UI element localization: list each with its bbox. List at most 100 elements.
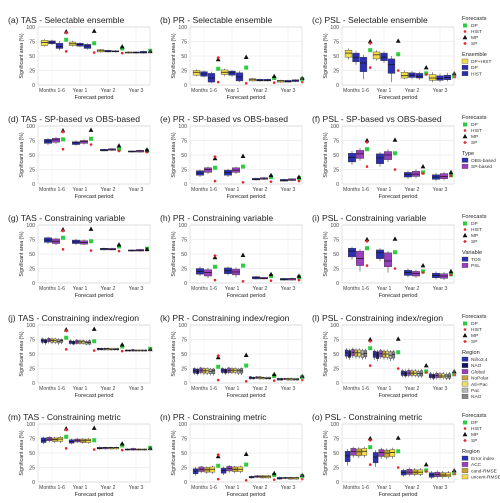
x-tick-label: Year 1 <box>377 485 392 491</box>
x-tick-label: Year 1 <box>377 187 392 193</box>
marker-dp <box>216 364 221 369</box>
marker-dp <box>117 147 121 152</box>
legend-swatch <box>461 369 469 374</box>
legend-label: DP <box>471 321 478 327</box>
legend-marker-hist <box>463 328 467 331</box>
box-DP+HIST <box>400 72 409 79</box>
legend-title: Forecasts <box>462 115 487 121</box>
marker-hist <box>61 147 65 151</box>
x-tick-label: Year 1 <box>377 386 392 392</box>
y-tick-label: 100 <box>26 223 35 229</box>
y-tick-label: 50 <box>181 153 187 159</box>
y-tick-label: 50 <box>333 252 339 258</box>
marker-hist <box>117 249 121 253</box>
panel-o: (o) PSL - Constraining metric 0 25 50 75 100 M… <box>312 412 457 498</box>
marker-sp <box>64 31 68 35</box>
x-tick-label: Year 1 <box>225 187 240 193</box>
x-tick-label: Year 3 <box>129 485 144 491</box>
y-tick-label: 25 <box>181 69 187 75</box>
marker-sp <box>61 130 65 134</box>
legend-marker-dp <box>463 420 467 425</box>
marker-hist <box>396 367 400 370</box>
y-tick-label: 75 <box>29 139 35 145</box>
marker-sp <box>368 339 372 344</box>
marker-mp <box>420 263 426 268</box>
marker-mp <box>240 252 246 257</box>
marker-hist <box>216 378 220 382</box>
y-tick-label: 25 <box>333 367 339 373</box>
y-tick-label: 100 <box>330 25 339 31</box>
marker-hist <box>449 273 453 277</box>
x-axis-label: Forecast period <box>75 492 114 498</box>
marker-mp <box>364 236 370 242</box>
y-axis-label: Significant area (%) <box>171 331 177 377</box>
marker-mp <box>116 242 122 247</box>
legend-label: DP <box>471 221 478 227</box>
marker-hist <box>396 466 400 469</box>
marker-mp <box>271 371 277 377</box>
y-tick-label: 0 <box>32 480 35 486</box>
panel-b: (b) PR - Selectable ensemble 0 25 50 75 100 Mo… <box>160 15 305 101</box>
marker-hist <box>89 249 93 252</box>
x-axis-label: Forecast period <box>75 194 114 200</box>
y-axis-label: Significant area (%) <box>323 33 329 79</box>
marker-hist <box>64 348 68 351</box>
panel-title: (d) TAS - SP-based vs OBS-based <box>8 114 140 124</box>
x-tick-label: Year 3 <box>281 286 296 292</box>
marker-mp <box>392 137 398 142</box>
legend-marker-sp <box>463 41 467 46</box>
legend-label: DP+HIST <box>471 59 491 65</box>
panel-title: (h) PR - Constraining variable <box>160 213 273 223</box>
y-tick-label: 100 <box>330 422 339 428</box>
marker-sp <box>216 55 220 60</box>
legend-label: TOS <box>471 257 481 263</box>
y-tick-label: 75 <box>181 238 187 244</box>
panel-title: (i) PSL - Constraining variable <box>312 213 427 223</box>
y-tick-label: 50 <box>29 54 35 60</box>
x-tick-label: Year 2 <box>405 88 420 94</box>
box-DP+HIST <box>428 74 437 81</box>
plot-frame <box>37 224 151 284</box>
legend-swatch <box>461 468 469 473</box>
marker-mp <box>271 470 277 476</box>
y-axis-label: Significant area (%) <box>19 331 25 377</box>
box-Error index <box>344 451 351 462</box>
legend-label: HIST <box>471 227 482 233</box>
y-tick-label: 100 <box>330 323 339 329</box>
x-axis-label: Forecast period <box>379 95 418 101</box>
x-tick-label: Year 2 <box>405 187 420 193</box>
y-tick-label: 0 <box>336 381 339 387</box>
marker-dp <box>61 235 65 240</box>
y-tick-label: 50 <box>29 352 35 358</box>
box-Error index <box>372 452 379 464</box>
marker-hist <box>424 73 428 76</box>
plot-frame <box>189 324 303 384</box>
panel-k: (k) PR - Constraining index/region 0 25 50 7… <box>160 313 305 399</box>
y-tick-label: 100 <box>178 25 187 31</box>
y-tick-label: 25 <box>333 267 339 273</box>
marker-sp <box>365 239 369 244</box>
legend-label: HIST <box>471 29 482 35</box>
x-axis-label: Forecast period <box>75 393 114 399</box>
marker-dp <box>244 65 249 70</box>
panel-title: (j) TAS - Constraining index/region <box>8 313 139 323</box>
marker-hist <box>272 81 276 84</box>
marker-dp <box>89 136 93 141</box>
x-axis-label: Forecast period <box>227 95 266 101</box>
legend-title: Variable <box>462 250 482 256</box>
legend-marker-mp <box>462 332 468 338</box>
x-tick-label: Year 1 <box>73 386 88 392</box>
marker-dp <box>92 339 97 344</box>
marker-hist <box>368 364 372 367</box>
marker-dp <box>216 463 221 468</box>
marker-mp <box>116 143 122 148</box>
marker-sp <box>368 41 372 46</box>
marker-mp <box>367 336 373 342</box>
legend-label: SP-based <box>471 164 492 170</box>
legend-swatch <box>461 381 469 387</box>
x-tick-label: Year 3 <box>433 187 448 193</box>
y-tick-label: 50 <box>181 54 187 60</box>
